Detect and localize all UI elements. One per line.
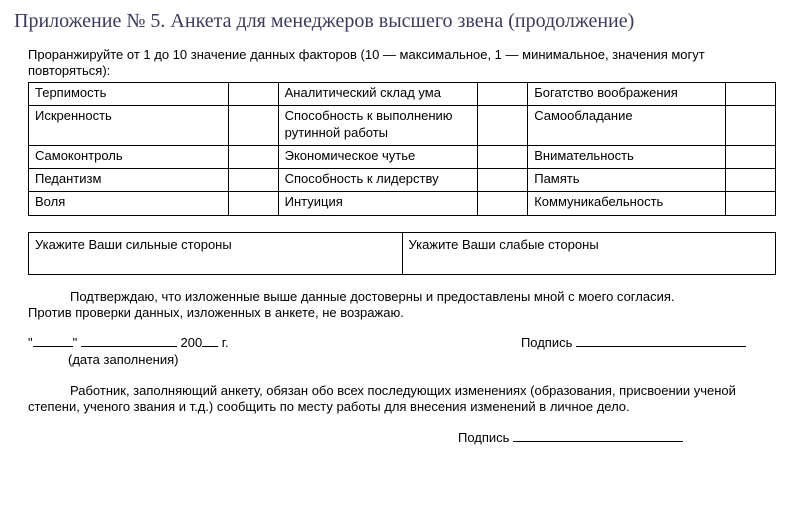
page-title: Приложение № 5. Анкета для менеджеров вы… (14, 10, 776, 33)
rank-cell[interactable] (726, 169, 776, 192)
factor-label: Память (528, 169, 726, 192)
strengths-table: Укажите Ваши сильные стороны Укажите Ваш… (28, 232, 776, 275)
factor-label: Богатство воображения (528, 83, 726, 106)
factor-label: Интуиция (278, 192, 478, 215)
signature-label: Подпись (521, 335, 576, 350)
table-row: Воля Интуиция Коммуникабельность (29, 192, 776, 215)
rank-cell[interactable] (726, 83, 776, 106)
confirmation-line2: Против проверки данных, изложенных в анк… (28, 305, 404, 320)
quote-open: " (28, 335, 33, 350)
factor-label: Искренность (29, 106, 229, 146)
factors-table: Терпимость Аналитический склад ума Богат… (28, 82, 776, 216)
rank-cell[interactable] (228, 83, 278, 106)
factor-label: Экономическое чутье (278, 145, 478, 168)
rank-cell[interactable] (726, 145, 776, 168)
ranking-instruction: Проранжируйте от 1 до 10 значение данных… (28, 47, 776, 78)
table-row: Терпимость Аналитический склад ума Богат… (29, 83, 776, 106)
notice-text: Работник, заполняющий анкету, обязан обо… (28, 383, 776, 416)
factor-label: Коммуникабельность (528, 192, 726, 215)
rank-cell[interactable] (726, 192, 776, 215)
signature-blank[interactable] (513, 441, 683, 442)
rank-cell[interactable] (478, 106, 528, 146)
notice-body: Работник, заполняющий анкету, обязан обо… (28, 383, 736, 414)
year-prefix: 200 (177, 335, 202, 350)
year-suffix: г. (218, 335, 228, 350)
weaknesses-cell[interactable]: Укажите Ваши слабые стороны (402, 232, 776, 274)
rank-cell[interactable] (228, 169, 278, 192)
rank-cell[interactable] (478, 83, 528, 106)
rank-cell[interactable] (228, 192, 278, 215)
year-blank[interactable] (202, 346, 218, 347)
table-row: Педантизм Способность к лидерству Память (29, 169, 776, 192)
factor-label: Терпимость (29, 83, 229, 106)
factor-label: Воля (29, 192, 229, 215)
month-blank[interactable] (81, 346, 177, 347)
factor-label: Самообладание (528, 106, 726, 146)
quote-close: " (73, 335, 78, 350)
confirmation-text: Подтверждаю, что изложенные выше данные … (28, 289, 776, 322)
signature-line-2: Подпись (28, 430, 776, 445)
date-signature-line: " " 200 г. Подпись (28, 335, 776, 350)
factor-label: Аналитический склад ума (278, 83, 478, 106)
day-blank[interactable] (33, 346, 73, 347)
strengths-cell[interactable]: Укажите Ваши сильные стороны (29, 232, 403, 274)
table-row: Самоконтроль Экономическое чутье Внимате… (29, 145, 776, 168)
rank-cell[interactable] (726, 106, 776, 146)
factor-label: Способность к лидерству (278, 169, 478, 192)
factor-label: Педантизм (29, 169, 229, 192)
factor-label: Способность к выполнению рутинной работы (278, 106, 478, 146)
rank-cell[interactable] (228, 106, 278, 146)
date-caption: (дата заполнения) (68, 352, 776, 367)
factor-label: Внимательность (528, 145, 726, 168)
confirmation-line1: Подтверждаю, что изложенные выше данные … (70, 289, 675, 304)
rank-cell[interactable] (478, 169, 528, 192)
rank-cell[interactable] (228, 145, 278, 168)
rank-cell[interactable] (478, 192, 528, 215)
signature-blank[interactable] (576, 346, 746, 347)
signature-label: Подпись (458, 430, 513, 445)
factor-label: Самоконтроль (29, 145, 229, 168)
rank-cell[interactable] (478, 145, 528, 168)
table-row: Искренность Способность к выполнению рут… (29, 106, 776, 146)
